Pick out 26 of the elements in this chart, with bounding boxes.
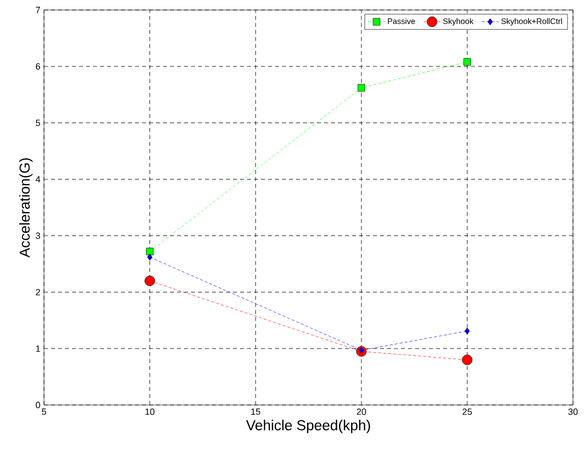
y-tick-label: 6 bbox=[36, 63, 40, 70]
point bbox=[462, 354, 472, 366]
x-tick-label: 30 bbox=[568, 408, 578, 415]
y-tick-label: 7 bbox=[36, 6, 40, 14]
y-tick-label: 1 bbox=[36, 345, 40, 352]
y-tick-label: 0 bbox=[36, 402, 40, 408]
point bbox=[464, 328, 470, 334]
x-tick-label: 20 bbox=[356, 408, 366, 415]
x-tick-label: 25 bbox=[462, 408, 472, 415]
y-tick-label: 3 bbox=[36, 232, 40, 239]
point bbox=[147, 254, 152, 261]
legend-label: Passive bbox=[388, 18, 415, 24]
x-tick-label: 5 bbox=[42, 408, 46, 415]
x-tick-label: 10 bbox=[145, 408, 154, 415]
y-tick-label: 2 bbox=[36, 288, 40, 296]
point bbox=[146, 248, 154, 256]
x-axis-title: Vehicle Speed(kph) bbox=[246, 420, 370, 434]
y-axis-title: Acceleration(G) bbox=[19, 158, 33, 258]
y-tick-label: 4 bbox=[36, 176, 40, 182]
point bbox=[464, 58, 471, 66]
legend-label: Skyhook+RollCtrl bbox=[501, 18, 562, 26]
point bbox=[144, 276, 156, 286]
y-tick-label: 5 bbox=[36, 120, 40, 126]
point bbox=[358, 84, 366, 92]
x-tick-label: 15 bbox=[251, 408, 260, 415]
legend-label: Skyhook bbox=[443, 18, 474, 26]
